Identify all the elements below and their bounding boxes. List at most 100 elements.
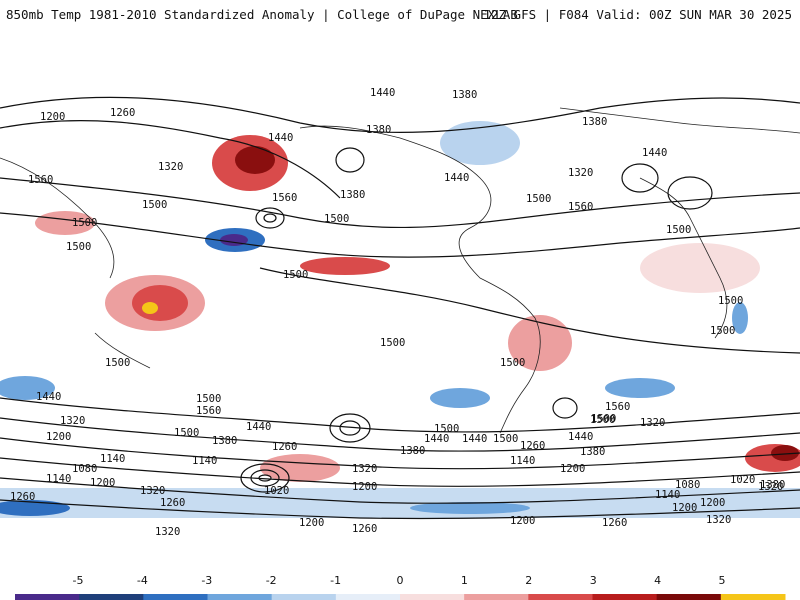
colorbar-swatch [271, 594, 337, 600]
contour-label: 1500 [66, 241, 91, 253]
contour-label: 1140 [46, 473, 71, 485]
contour-label: 1140 [655, 489, 680, 501]
contour-label: 1320 [706, 514, 731, 526]
contour-label: 1260 [520, 440, 545, 452]
contour-label: 1560 [605, 401, 630, 413]
contour-label: 1500 [72, 217, 97, 229]
contour-1140-south [0, 499, 800, 520]
contour-label: 1500 [493, 433, 518, 445]
cold-anomaly-canada [440, 121, 520, 165]
colorbar-swatch [464, 594, 529, 600]
contour-1200-south [0, 477, 800, 504]
coast-australia [94, 332, 151, 369]
contour-label: 1440 [444, 172, 469, 184]
contour-label: 1140 [192, 455, 217, 467]
contour-label: 1500 [718, 295, 743, 307]
contour-label: 1200 [672, 502, 697, 514]
contour-label: 1500 [380, 337, 405, 349]
contour-label: 1500 [591, 413, 616, 425]
contour-closed-low-southern [240, 463, 290, 493]
contour-1440-north [0, 96, 800, 134]
contour-label: 1320 [140, 485, 165, 497]
contour-label: 1200 [510, 515, 535, 527]
warm-anomaly-maritime [132, 285, 188, 321]
contour-label: 1020 [730, 474, 755, 486]
contour-label: 1200 [352, 481, 377, 493]
contour-label: 1440 [462, 433, 487, 445]
colorbar-tick-label: -4 [137, 574, 148, 587]
contour-label: 1320 [60, 415, 85, 427]
contour-label: 1080 [675, 479, 700, 491]
colorbar-tick-label: 0 [397, 574, 404, 587]
coast-arctic [559, 107, 800, 134]
contour-label: 1440 [642, 147, 667, 159]
contour-label: 1380 [760, 479, 785, 491]
colorbar-tick-label: -3 [201, 574, 212, 587]
contour-label: 1440 [268, 132, 293, 144]
colorbar-swatch [143, 594, 208, 600]
contour-label: 1200 [700, 497, 725, 509]
colorbar-swatch [656, 594, 722, 600]
anomaly-shading [0, 121, 800, 518]
anomaly-map: 1200 1260 1320 1440 1380 1380 1320 1440 … [0, 68, 800, 542]
contour-label: 1260 [10, 491, 35, 503]
colorbar-tick-label: 4 [654, 574, 661, 587]
warm-anomaly-southern-ocean [260, 454, 340, 482]
colorbar-swatch [335, 594, 401, 600]
contour-label: 1260 [602, 517, 627, 529]
contour-label: 1440 [568, 431, 593, 443]
warm-anomaly-east-asia [35, 211, 95, 235]
contour-label: 1140 [510, 455, 535, 467]
colorbar-swatch [207, 594, 273, 600]
cold-anomaly-south-atlantic [605, 378, 675, 398]
contour-label: 1440 [370, 87, 395, 99]
contour-label: 1500 [526, 193, 551, 205]
contour-closed-high-pacific [255, 207, 285, 229]
contour-label: 1560 [28, 174, 53, 186]
colorbar-tick-label: -2 [266, 574, 277, 587]
contour-label: 1200 [299, 517, 324, 529]
contour-1380-south [0, 417, 800, 452]
contour-label: 1200 [46, 431, 71, 443]
coast-asia [0, 157, 115, 279]
contour-closed-eurasia [667, 176, 713, 210]
contour-label: 1200 [40, 111, 65, 123]
extreme-warm-anomaly-maritime [142, 302, 158, 314]
cold-anomaly-antarctic-west [0, 500, 70, 516]
colorbar-swatch [15, 594, 80, 600]
contour-label: 1500 [710, 325, 735, 337]
contour-1560-mid [0, 212, 800, 258]
contour-label: 1500 [434, 423, 459, 435]
contour-label: 1380 [452, 89, 477, 101]
contour-label: 1500 [142, 199, 167, 211]
colorbar-swatch [720, 594, 786, 600]
contour-closed-low-southern-core [258, 474, 272, 482]
contour-closed-high-south-pacific-inner [339, 420, 361, 436]
colorbar-tick-label: -1 [330, 574, 341, 587]
contour-label: 1500 [283, 269, 308, 281]
contour-label: 1560 [272, 192, 297, 204]
contour-1320-south [0, 437, 800, 470]
colorbar-tick-label: 5 [719, 574, 726, 587]
contour-label: 1080 [72, 463, 97, 475]
contour-closed-high-pacific-inner [263, 213, 277, 223]
cold-anomaly-south-pacific [430, 388, 490, 408]
coast-americas [299, 125, 541, 434]
contour-label: 1260 [160, 497, 185, 509]
contour-label: 1320 [352, 463, 377, 475]
contour-label: 1440 [246, 421, 271, 433]
warm-anomaly-africa [640, 243, 760, 293]
contour-closed-high-south-pacific [329, 413, 371, 443]
contour-label: 1380 [212, 435, 237, 447]
contour-labels: 1200 1260 1320 1440 1380 1380 1320 1440 … [10, 87, 785, 538]
cold-anomaly-south-indian [0, 376, 55, 400]
contour-label: 1560 [568, 201, 593, 213]
contour-label: 1260 [272, 441, 297, 453]
contour-label: 1140 [100, 453, 125, 465]
strong-warm-anomaly-southern-indian [771, 445, 799, 461]
contour-1380-north [0, 119, 341, 199]
header-bar: 850mb Temp 1981-2010 Standardized Anomal… [0, 0, 800, 28]
colorbar-tick-label: 3 [590, 574, 597, 587]
cold-anomaly-antarctic-center [410, 502, 530, 514]
colorbar-tick-label: -5 [73, 574, 84, 587]
